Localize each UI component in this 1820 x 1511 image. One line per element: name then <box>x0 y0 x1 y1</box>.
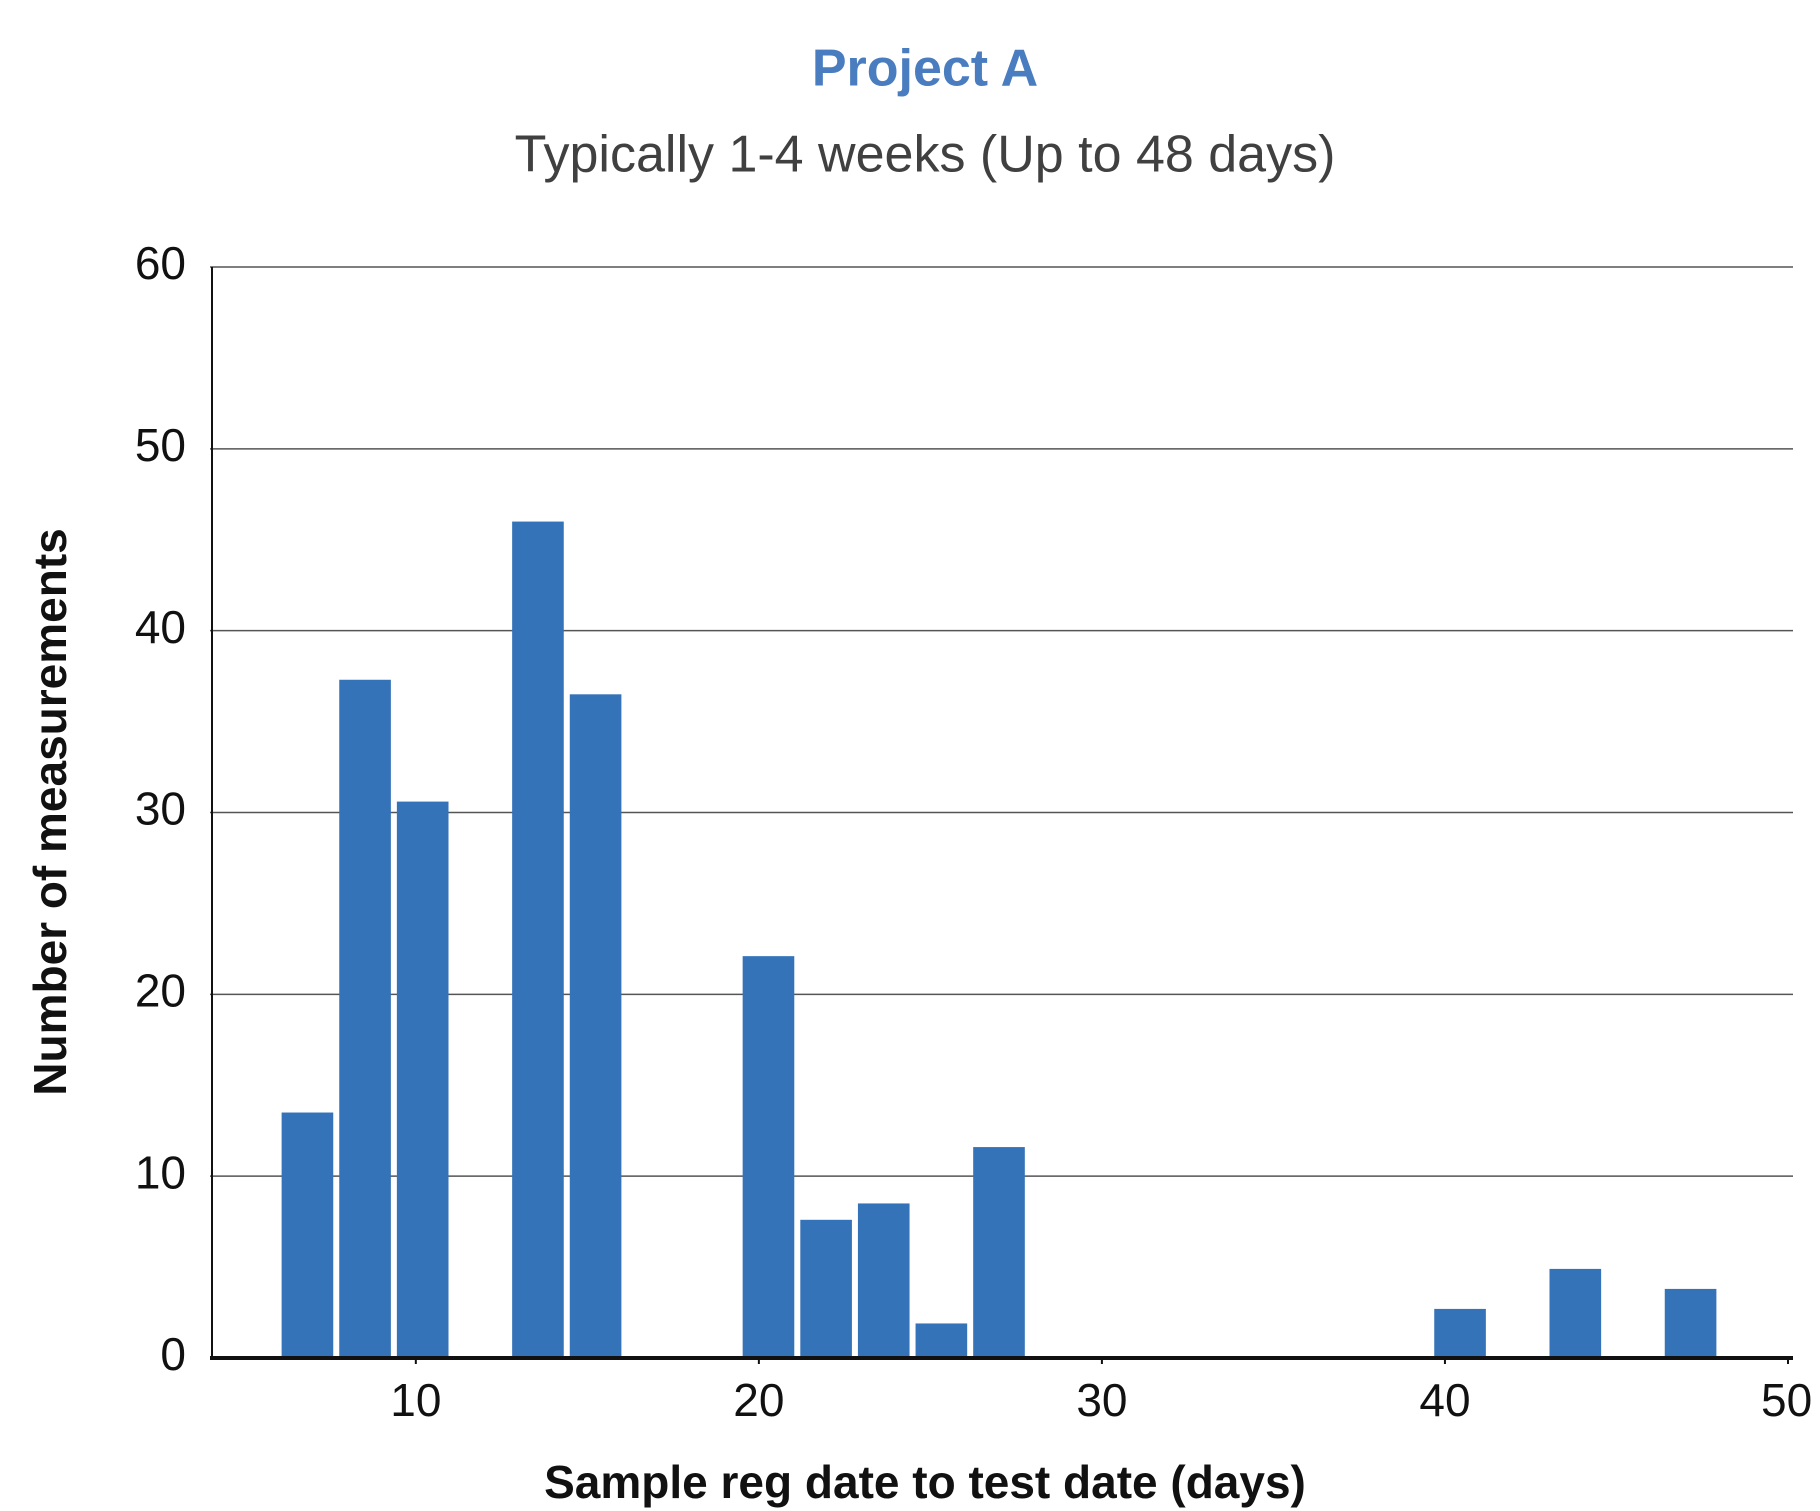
bar <box>569 694 622 1358</box>
y-tick-label: 10 <box>135 1146 186 1198</box>
bar <box>512 521 564 1358</box>
bar <box>742 956 795 1358</box>
y-axis-label: Number of measurements <box>24 528 76 1096</box>
y-tick-label: 50 <box>135 419 186 471</box>
x-tick-label: 20 <box>733 1374 784 1426</box>
chart-title: Project A <box>812 40 1038 98</box>
x-tick-label: 50 <box>1761 1374 1812 1426</box>
bar <box>396 801 449 1358</box>
y-tick-label: 60 <box>135 237 186 289</box>
bar <box>339 679 391 1358</box>
chart-subtitle: Typically 1-4 weeks (Up to 48 days) <box>515 126 1336 184</box>
x-axis-label: Sample reg date to test date (days) <box>544 1456 1306 1508</box>
y-tick-label: 0 <box>160 1328 186 1380</box>
y-tick-label: 30 <box>135 783 186 835</box>
bar <box>1664 1288 1717 1358</box>
bar <box>973 1147 1025 1358</box>
bar <box>281 1112 334 1358</box>
bar <box>1434 1308 1486 1358</box>
bar <box>857 1203 910 1358</box>
bar <box>915 1323 968 1358</box>
x-tick-label: 40 <box>1419 1374 1470 1426</box>
bar <box>800 1219 852 1358</box>
x-tick-label: 10 <box>390 1374 441 1426</box>
y-tick-label: 40 <box>135 601 186 653</box>
bar <box>1549 1268 1602 1358</box>
x-tick-label: 30 <box>1076 1374 1127 1426</box>
y-tick-label: 20 <box>135 964 186 1016</box>
